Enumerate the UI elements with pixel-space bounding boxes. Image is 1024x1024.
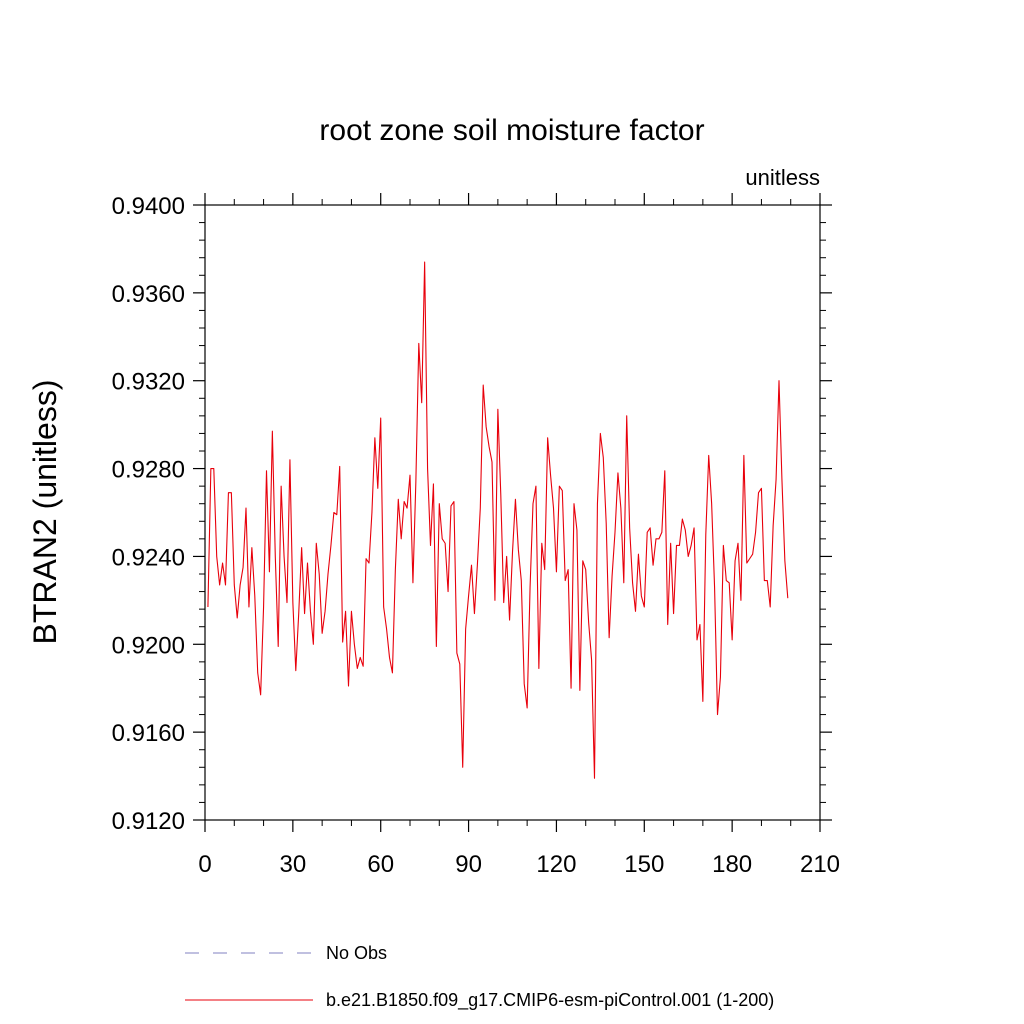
y-tick-label: 0.9360 xyxy=(112,281,185,308)
x-tick-label: 30 xyxy=(280,851,307,878)
y-axis-label: BTRAN2 (unitless) xyxy=(27,380,63,645)
y-tick-label: 0.9120 xyxy=(112,808,185,835)
y-tick-label: 0.9240 xyxy=(112,544,185,571)
x-tick-label: 150 xyxy=(624,851,664,878)
y-tick-label: 0.9320 xyxy=(112,369,185,396)
y-tick-label: 0.9280 xyxy=(112,457,185,484)
plot-frame xyxy=(204,204,821,821)
legend-label: No Obs xyxy=(326,943,387,963)
x-tick-label: 180 xyxy=(712,851,752,878)
x-tick-label: 210 xyxy=(800,851,840,878)
x-tick-label: 0 xyxy=(198,851,211,878)
series-layer xyxy=(207,261,789,779)
x-tick-label: 90 xyxy=(455,851,482,878)
x-tick-label: 60 xyxy=(367,851,394,878)
units-label: unitless xyxy=(745,165,820,190)
axis-ticks xyxy=(193,193,832,832)
legend-label: b.e21.B1850.f09_g17.CMIP6-esm-piControl.… xyxy=(326,990,774,1011)
chart-title: root zone soil moisture factor xyxy=(319,114,704,147)
y-tick-label: 0.9200 xyxy=(112,632,185,659)
tick-labels: 0 30 60 90 120 150 180 210 0.9120 0.9160 0.9200 0.9… xyxy=(112,193,840,878)
y-tick-label: 0.9400 xyxy=(112,193,185,220)
x-tick-label: 120 xyxy=(536,851,576,878)
y-tick-label: 0.9160 xyxy=(112,720,185,747)
series-line xyxy=(207,261,789,779)
legend: No Obs b.e21.B1850.f09_g17.CMIP6-esm-piCo… xyxy=(185,943,774,1011)
